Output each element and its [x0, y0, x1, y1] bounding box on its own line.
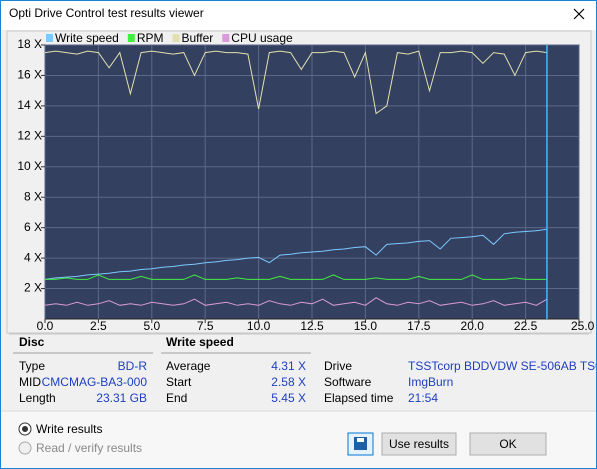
button-label[interactable]: Use results: [389, 437, 449, 451]
y-tick-label: 2 X: [24, 281, 42, 295]
field-label: Average: [166, 359, 211, 373]
x-tick-label: 5.0: [143, 319, 160, 333]
y-tick-label: 6 X: [24, 220, 42, 234]
y-tick-label: 10 X: [17, 159, 42, 173]
section-header: Disc: [19, 335, 45, 349]
legend-swatch: [46, 34, 53, 42]
x-tick-label: 22.5: [514, 319, 538, 333]
field-label: Software: [324, 375, 372, 389]
x-tick-label: 0.0: [37, 319, 54, 333]
radio-label[interactable]: Write results: [36, 422, 102, 436]
y-tick-label: 8 X: [24, 189, 42, 203]
radio: [18, 441, 32, 455]
y-tick-label: 18 X: [17, 37, 42, 51]
legend-swatch: [172, 34, 180, 42]
y-tick-label: 14 X: [17, 98, 42, 112]
field-value: 5.45 X: [271, 391, 306, 405]
field-label: End: [166, 391, 187, 405]
series-line: [44, 50, 548, 115]
field-value: CMCMAG-BA3-000: [42, 375, 148, 389]
field-value: BD-R: [118, 359, 148, 373]
section-header: Write speed: [166, 335, 234, 349]
use-results-button[interactable]: [381, 432, 457, 456]
field-label: Start: [166, 375, 192, 389]
close-button[interactable]: [573, 8, 585, 20]
field-value: 4.31 X: [271, 359, 306, 373]
y-tick-label: 16 X: [17, 68, 42, 82]
field-label: Drive: [324, 359, 352, 373]
button-label[interactable]: OK: [499, 437, 516, 451]
x-tick-label: 20.0: [461, 319, 485, 333]
x-tick-label: 15.0: [354, 319, 378, 333]
field-value: ImgBurn: [408, 375, 453, 389]
y-tick-label: 4 X: [24, 250, 42, 264]
series-line: [44, 228, 548, 280]
field-value: TSSTcorp BDDVDW SE-506AB TS01: [408, 359, 596, 373]
field-label: Elapsed time: [324, 391, 394, 405]
field-value: 21:54: [408, 391, 438, 405]
title-bar: [1, 1, 596, 30]
ok-button[interactable]: [469, 432, 547, 456]
series-line: [44, 297, 548, 306]
legend-label: CPU usage: [231, 31, 293, 45]
legend-label: RPM: [137, 31, 164, 45]
x-tick-label: 12.5: [300, 319, 324, 333]
legend-label: Buffer: [181, 31, 213, 45]
legend-swatch: [222, 34, 230, 42]
radio-dot: [22, 426, 28, 432]
x-tick-label: 10.0: [247, 319, 271, 333]
legend-label: Write speed: [55, 31, 119, 45]
field-label: Length: [19, 391, 56, 405]
field-value: 23.31 GB: [96, 391, 147, 405]
field-label: Type: [19, 359, 45, 373]
window-title: Opti Drive Control test results viewer: [9, 6, 204, 20]
y-tick-label: 12 X: [17, 129, 42, 143]
x-tick-label: 7.5: [197, 319, 214, 333]
x-tick-label: 17.5: [407, 319, 431, 333]
x-tick-label: 2.5: [90, 319, 107, 333]
legend-swatch: [127, 34, 135, 42]
field-label: MID: [19, 375, 41, 389]
field-value: 2.58 X: [271, 375, 306, 389]
x-tick-label: 25.0 GB: [571, 319, 596, 333]
series-line: [45, 274, 547, 280]
radio-label: Read / verify results: [36, 441, 142, 455]
save-icon-label: [357, 438, 364, 442]
